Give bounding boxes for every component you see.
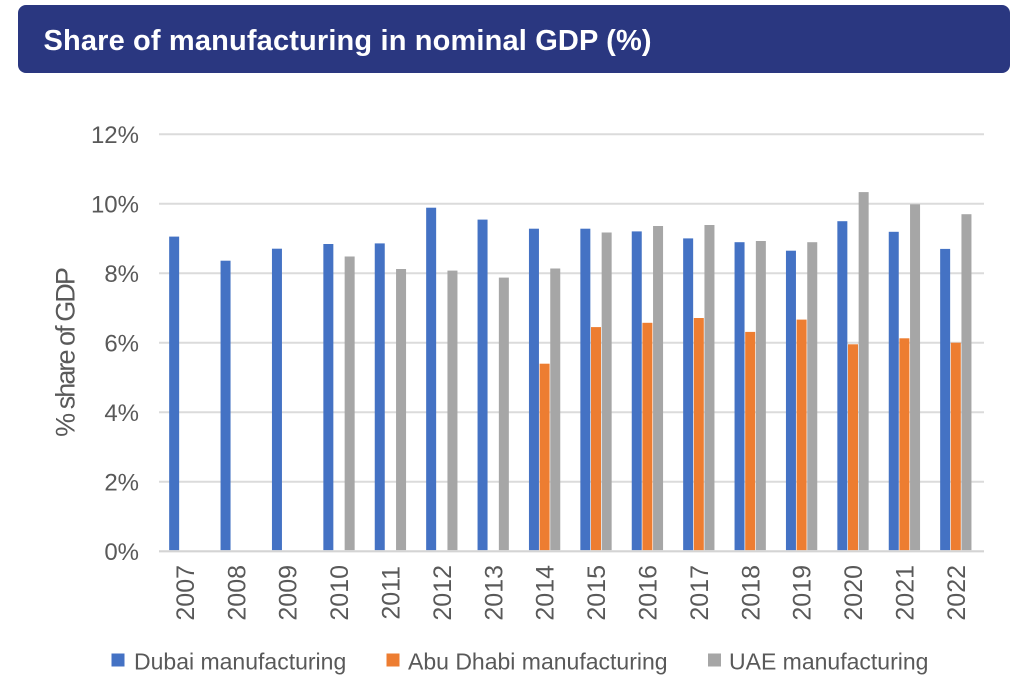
svg-text:2010: 2010: [326, 565, 354, 621]
svg-text:2019: 2019: [789, 565, 817, 621]
svg-text:2008: 2008: [223, 565, 251, 621]
svg-text:0%: 0%: [104, 539, 139, 566]
svg-text:2020: 2020: [840, 565, 868, 621]
svg-text:2017: 2017: [686, 565, 714, 621]
svg-text:Share of manufacturing in nomi: Share of manufacturing in nominal GDP (%…: [44, 25, 652, 57]
svg-text:12%: 12%: [91, 122, 139, 149]
svg-text:2015: 2015: [583, 565, 611, 621]
svg-text:2016: 2016: [635, 565, 663, 621]
svg-text:2014: 2014: [532, 565, 560, 621]
svg-text:10%: 10%: [91, 191, 139, 218]
svg-text:Abu Dhabi manufacturing: Abu Dhabi manufacturing: [408, 649, 668, 675]
svg-text:2022: 2022: [943, 565, 971, 621]
svg-text:2021: 2021: [892, 565, 920, 621]
svg-text:2013: 2013: [480, 565, 508, 621]
svg-text:2%: 2%: [104, 469, 139, 496]
svg-text:2009: 2009: [275, 565, 303, 621]
svg-text:Dubai manufacturing: Dubai manufacturing: [134, 649, 346, 675]
svg-text:2011: 2011: [378, 566, 406, 620]
svg-text:2007: 2007: [172, 565, 200, 621]
svg-text:6%: 6%: [104, 330, 139, 357]
svg-text:4%: 4%: [104, 400, 139, 427]
svg-text:UAE manufacturing: UAE manufacturing: [729, 649, 928, 675]
svg-text:2012: 2012: [429, 565, 457, 621]
svg-text:% share of GDP: % share of GDP: [51, 268, 81, 437]
svg-text:8%: 8%: [104, 261, 139, 288]
svg-text:2018: 2018: [737, 565, 765, 621]
